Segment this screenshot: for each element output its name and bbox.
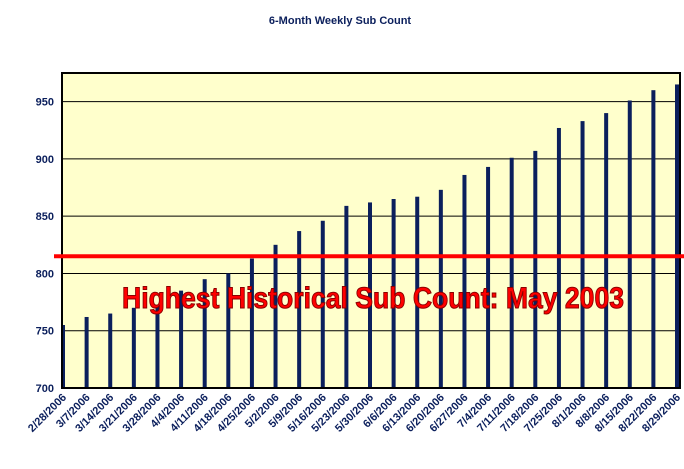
bar: [675, 84, 679, 389]
bar: [533, 150, 538, 388]
bar: [344, 205, 349, 388]
y-tick-label: 950: [36, 97, 54, 109]
bar: [368, 202, 372, 388]
bar: [320, 220, 325, 388]
bar: [155, 305, 160, 388]
reference-label: Highest Historical Sub Count: May 2003: [122, 282, 624, 315]
y-tick-label: 700: [36, 383, 54, 395]
bar: [509, 157, 514, 388]
bar: [226, 273, 231, 388]
bar: [627, 100, 632, 388]
bar: [108, 313, 113, 388]
bar: [462, 174, 467, 388]
plot-border: [61, 72, 681, 389]
bar: [273, 244, 278, 388]
bar: [179, 290, 184, 388]
y-tick-label: 750: [36, 326, 54, 338]
bar: [486, 166, 491, 388]
chart-title: 6-Month Weekly Sub Count: [269, 15, 412, 27]
bar: [202, 279, 207, 388]
bar: [297, 231, 302, 388]
y-tick-label: 800: [36, 268, 54, 280]
bar: [391, 199, 396, 388]
bar: [84, 316, 89, 388]
bar: [604, 113, 609, 388]
y-tick-label: 850: [36, 211, 54, 223]
y-tick-label: 900: [36, 154, 54, 166]
bar: [415, 196, 420, 388]
bar: [249, 258, 254, 388]
bar: [131, 307, 136, 388]
bar: [651, 90, 656, 388]
bar: [438, 189, 443, 388]
